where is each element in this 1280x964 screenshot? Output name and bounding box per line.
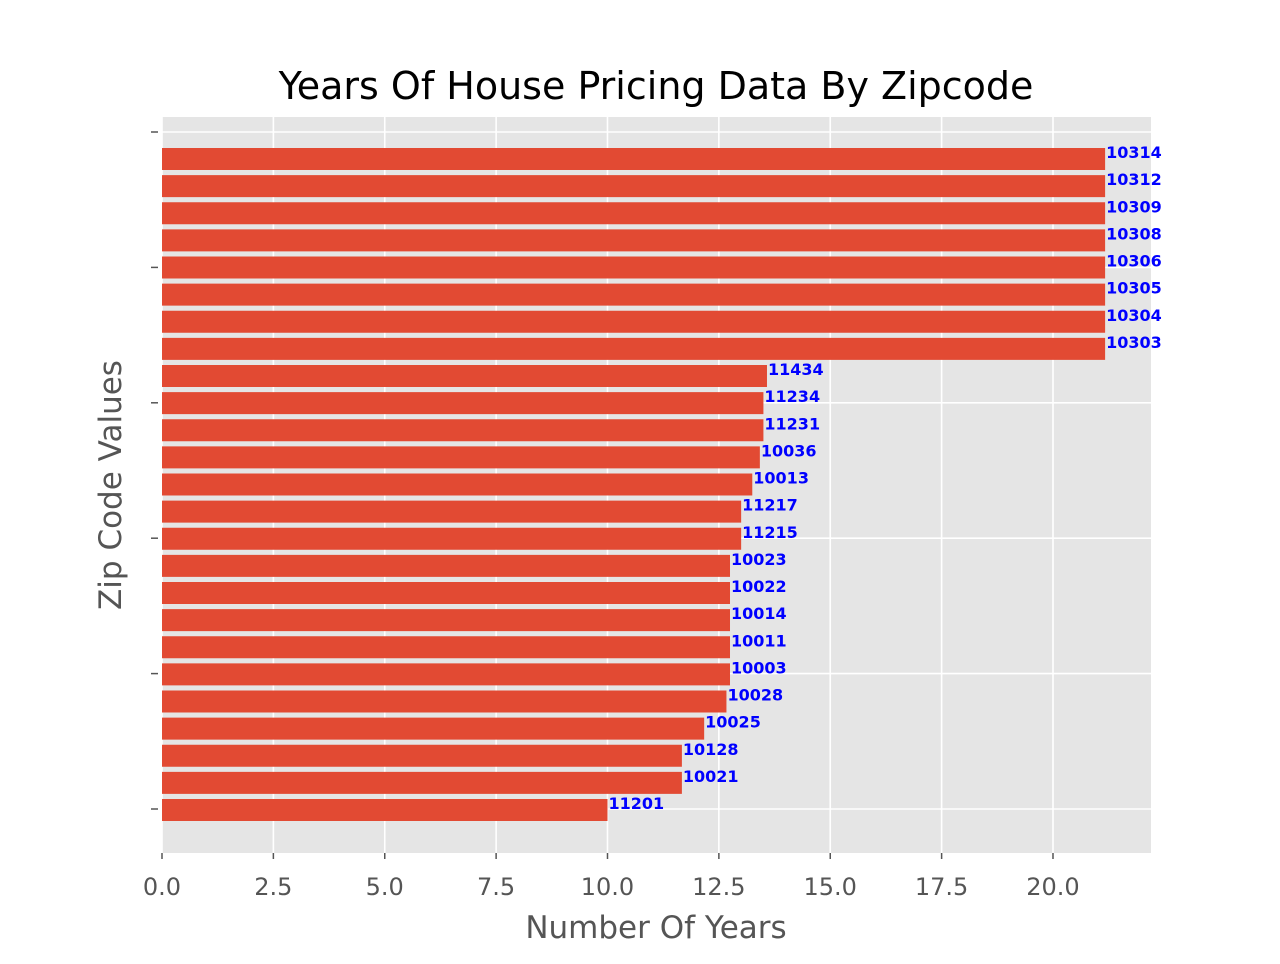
bar-label-10013: 10013 xyxy=(753,469,809,488)
x-tick-label: 12.5 xyxy=(692,873,745,901)
bar-label-10003: 10003 xyxy=(731,658,787,677)
bar-label-11231: 11231 xyxy=(764,414,820,433)
bar-label-11201: 11201 xyxy=(608,794,664,813)
x-tick-label: 5.0 xyxy=(366,873,404,901)
x-tick-label: 20.0 xyxy=(1026,873,1079,901)
bar-11231 xyxy=(162,419,764,442)
chart-title: Years Of House Pricing Data By Zipcode xyxy=(278,64,1034,108)
bar-label-10021: 10021 xyxy=(683,767,739,786)
bar-label-10011: 10011 xyxy=(731,631,787,650)
bar-10309 xyxy=(162,202,1106,225)
bar-11234 xyxy=(162,392,764,415)
bar-10003 xyxy=(162,663,731,686)
bar-label-10306: 10306 xyxy=(1106,252,1162,271)
bar-10036 xyxy=(162,446,760,469)
bar-10014 xyxy=(162,609,731,632)
bar-10305 xyxy=(162,283,1106,306)
bar-label-10025: 10025 xyxy=(705,713,761,732)
bar-label-10312: 10312 xyxy=(1106,170,1162,189)
bar-label-11217: 11217 xyxy=(742,496,798,515)
x-axis: 0.0 2.5 5.0 7.5 10.0 12.5 15.0 17.5 20.0 xyxy=(143,853,1080,901)
bar-label-10305: 10305 xyxy=(1106,279,1162,298)
bar-11217 xyxy=(162,500,742,523)
bar-label-10309: 10309 xyxy=(1106,197,1162,216)
x-axis-label: Number Of Years xyxy=(525,910,786,946)
bar-label-10014: 10014 xyxy=(731,604,787,623)
bar-label-10036: 10036 xyxy=(761,441,817,460)
x-tick-label: 7.5 xyxy=(477,873,515,901)
bar-10028 xyxy=(162,690,727,713)
bar-10025 xyxy=(162,717,705,740)
bar-10023 xyxy=(162,554,731,577)
bars xyxy=(162,148,1106,821)
bar-label-10303: 10303 xyxy=(1106,333,1162,352)
x-tick-label: 0.0 xyxy=(143,873,181,901)
x-tick-label: 15.0 xyxy=(804,873,857,901)
bar-10308 xyxy=(162,229,1106,252)
bar-10013 xyxy=(162,473,753,496)
bar-10303 xyxy=(162,337,1106,360)
bar-11434 xyxy=(162,365,767,387)
bar-10306 xyxy=(162,256,1106,279)
bar-10314 xyxy=(162,148,1106,170)
bar-10022 xyxy=(162,582,731,604)
bar-label-10304: 10304 xyxy=(1106,306,1162,325)
bar-11215 xyxy=(162,527,742,550)
bar-11201 xyxy=(162,799,608,821)
bar-label-10308: 10308 xyxy=(1106,224,1162,243)
x-tick-label: 17.5 xyxy=(915,873,968,901)
x-tick-label: 2.5 xyxy=(254,873,292,901)
y-axis-label: Zip Code Values xyxy=(93,360,129,610)
bar-10312 xyxy=(162,175,1106,198)
bar-label-11434: 11434 xyxy=(768,360,824,379)
bar-10304 xyxy=(162,310,1106,333)
bar-label-10128: 10128 xyxy=(683,740,739,759)
bar-label-11215: 11215 xyxy=(742,523,798,542)
bar-label-10022: 10022 xyxy=(731,577,787,596)
bar-10021 xyxy=(162,771,682,794)
x-tick-label: 10.0 xyxy=(581,873,634,901)
bar-label-10023: 10023 xyxy=(731,550,787,569)
y-axis xyxy=(151,131,158,810)
bar-10128 xyxy=(162,744,682,767)
bar-label-10314: 10314 xyxy=(1106,143,1162,162)
bar-10011 xyxy=(162,636,731,659)
bar-labels: 10314 10312 10309 10308 10306 10305 10304 10303… xyxy=(608,143,1161,813)
bar-label-10028: 10028 xyxy=(727,686,783,705)
bar-label-11234: 11234 xyxy=(764,387,820,406)
